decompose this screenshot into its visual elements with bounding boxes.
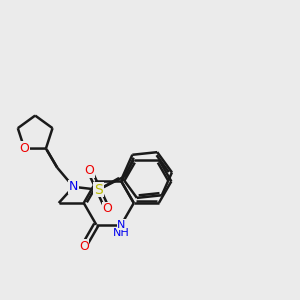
Text: O: O [20,142,29,155]
Text: S: S [94,183,103,197]
Text: O: O [85,164,94,177]
Text: N: N [69,180,78,193]
Text: O: O [79,240,89,253]
Text: NH: NH [113,228,130,238]
Text: O: O [102,202,112,215]
Text: N: N [117,220,125,230]
